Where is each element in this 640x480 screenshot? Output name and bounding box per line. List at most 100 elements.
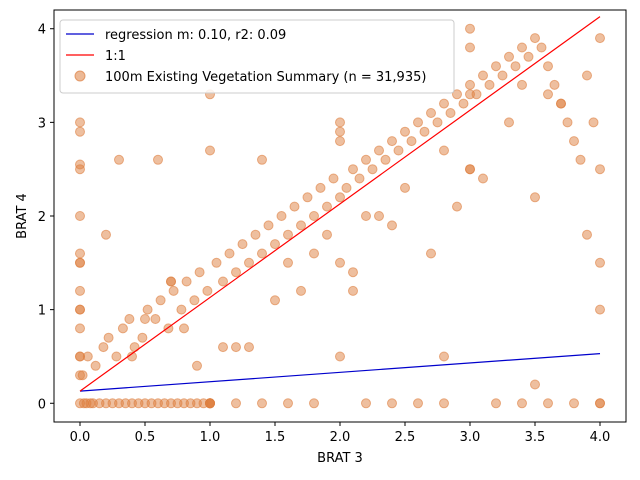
scatter-point: [361, 154, 371, 165]
scatter-point: [114, 154, 124, 165]
scatter-point: [129, 342, 140, 353]
scatter-point: [107, 398, 118, 409]
scatter-point: [218, 342, 228, 353]
scatter-point: [168, 285, 179, 296]
scatter-point: [189, 295, 200, 306]
scatter-point: [374, 211, 384, 221]
scatter-point: [575, 154, 586, 165]
x-tick-label: 2.0: [330, 430, 351, 445]
legend-one-to-one-label: 1:1: [105, 49, 126, 64]
scatter-point: [296, 285, 306, 296]
scatter-point: [393, 145, 404, 156]
scatter-point: [185, 398, 196, 409]
scatter-point: [283, 398, 293, 409]
scatter-point: [452, 89, 462, 100]
scatter-point: [400, 126, 410, 137]
scatter-point: [348, 267, 358, 278]
scatter-point: [510, 61, 521, 72]
scatter-point: [153, 154, 163, 165]
scatter-points: [75, 23, 605, 409]
scatter-point: [341, 182, 352, 193]
y-axis-label: BRAT 4: [15, 193, 30, 239]
scatter-point: [218, 276, 228, 287]
scatter-point: [328, 173, 339, 184]
scatter-point: [530, 192, 540, 203]
scatter-point: [94, 398, 105, 409]
scatter-point: [111, 351, 122, 362]
scatter-point: [439, 145, 449, 156]
scatter-point: [562, 117, 573, 128]
scatter-point: [231, 342, 241, 353]
scatter-point: [257, 248, 267, 259]
scatter-point: [478, 70, 488, 81]
scatter-point: [237, 239, 248, 250]
x-tick-label: 3.5: [525, 430, 546, 445]
scatter-point: [137, 332, 148, 343]
scatter-point: [569, 398, 579, 409]
scatter-point: [75, 285, 85, 296]
scatter-point: [257, 154, 267, 165]
scatter-point: [179, 323, 189, 334]
scatter-point: [413, 117, 423, 128]
scatter-point: [549, 79, 560, 90]
scatter-point: [556, 98, 566, 109]
scatter-point: [289, 201, 300, 212]
scatter-point: [458, 98, 469, 109]
scatter-point: [354, 173, 365, 184]
scatter-point: [497, 70, 508, 81]
scatter-point: [146, 398, 157, 409]
scatter-point: [465, 23, 475, 34]
scatter-point: [335, 126, 345, 137]
scatter-point: [426, 108, 436, 118]
scatter-point: [439, 398, 449, 409]
scatter-point: [103, 332, 114, 343]
legend-scatter-label: 100m Existing Vegetation Summary (n = 31…: [105, 70, 426, 85]
scatter-point: [315, 182, 326, 193]
legend-regression-label: regression m: 0.10, r2: 0.09: [105, 28, 286, 43]
scatter-point: [569, 136, 579, 147]
scatter-point: [283, 229, 293, 240]
y-tick-label: 0: [38, 397, 46, 412]
scatter-point: [124, 314, 135, 324]
scatter-point: [231, 398, 241, 409]
scatter-point: [244, 257, 254, 268]
scatter-point: [90, 360, 101, 371]
scatter-point: [595, 164, 605, 175]
series-lines: [79, 16, 601, 392]
scatter-point: [530, 379, 540, 390]
x-tick-label: 0.5: [135, 430, 156, 445]
scatter-point: [445, 108, 456, 118]
scatter-point: [133, 398, 144, 409]
scatter-point: [517, 79, 527, 90]
scatter-point: [322, 229, 332, 240]
scatter-point: [192, 360, 202, 371]
scatter-point: [322, 201, 332, 212]
scatter-point: [250, 229, 261, 240]
scatter-point: [205, 145, 215, 156]
x-tick-label: 0.0: [70, 430, 91, 445]
x-tick-label: 1.0: [200, 430, 221, 445]
scatter-point: [117, 323, 128, 334]
scatter-point: [75, 126, 85, 137]
scatter-point: [595, 304, 605, 315]
scatter-point: [75, 351, 85, 362]
scatter-point: [491, 398, 501, 409]
x-axis-label: BRAT 3: [317, 451, 363, 466]
scatter-point: [504, 117, 514, 128]
regression-line: [79, 353, 601, 392]
scatter-point: [380, 154, 391, 165]
x-tick-label: 1.5: [265, 430, 286, 445]
scatter-point: [387, 398, 397, 409]
scatter-point: [176, 304, 187, 315]
scatter-point: [543, 89, 553, 100]
scatter-point: [400, 182, 410, 193]
scatter-point: [361, 398, 371, 409]
scatter-point: [120, 398, 131, 409]
scatter-point: [413, 398, 423, 409]
scatter-point: [142, 304, 153, 315]
scatter-point: [335, 117, 345, 128]
scatter-point: [194, 267, 205, 278]
scatter-point: [309, 211, 319, 221]
scatter-point: [101, 229, 111, 240]
